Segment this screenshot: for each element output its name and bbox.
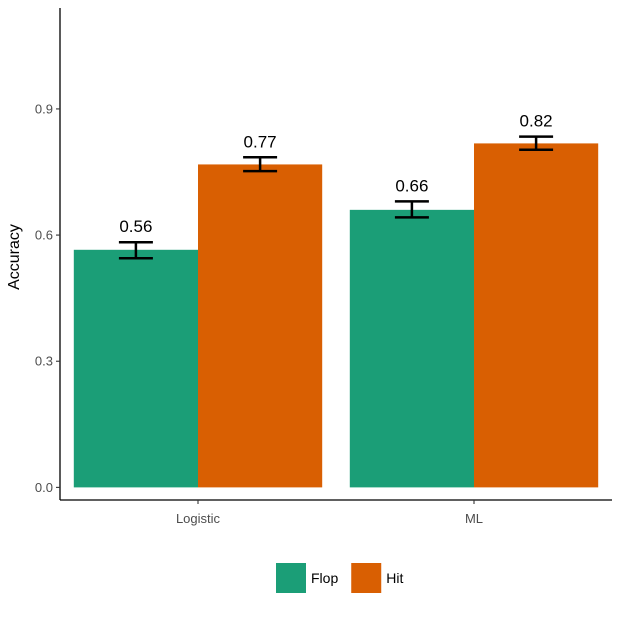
legend: Flop Hit [276,563,403,593]
x-tick-label: Logistic [176,511,221,526]
legend-label-hit: Hit [386,570,403,586]
data-label: 0.56 [119,217,152,236]
bar-hit-logistic [198,164,323,488]
bar-hit-ml [474,143,599,488]
y-tick-label: 0.3 [35,354,53,369]
y-tick-label: 0.0 [35,480,53,495]
bar-flop-ml [349,209,474,488]
legend-label-flop: Flop [311,570,338,586]
legend-key-hit [351,563,382,593]
plot-area: 0.56 0.66 0.77 0.82 0.0 0.3 0.6 0.9 Logistic ML [35,8,612,526]
y-tick-label: 0.9 [35,101,53,116]
bar-flop-logistic [73,249,198,488]
data-label: 0.66 [395,176,428,195]
data-label: 0.82 [520,112,553,131]
y-axis-title: Accuracy [6,224,23,290]
x-tick-label: ML [465,511,483,526]
legend-key-flop [276,563,306,593]
y-tick-label: 0.6 [35,228,53,243]
data-label: 0.77 [244,132,277,151]
